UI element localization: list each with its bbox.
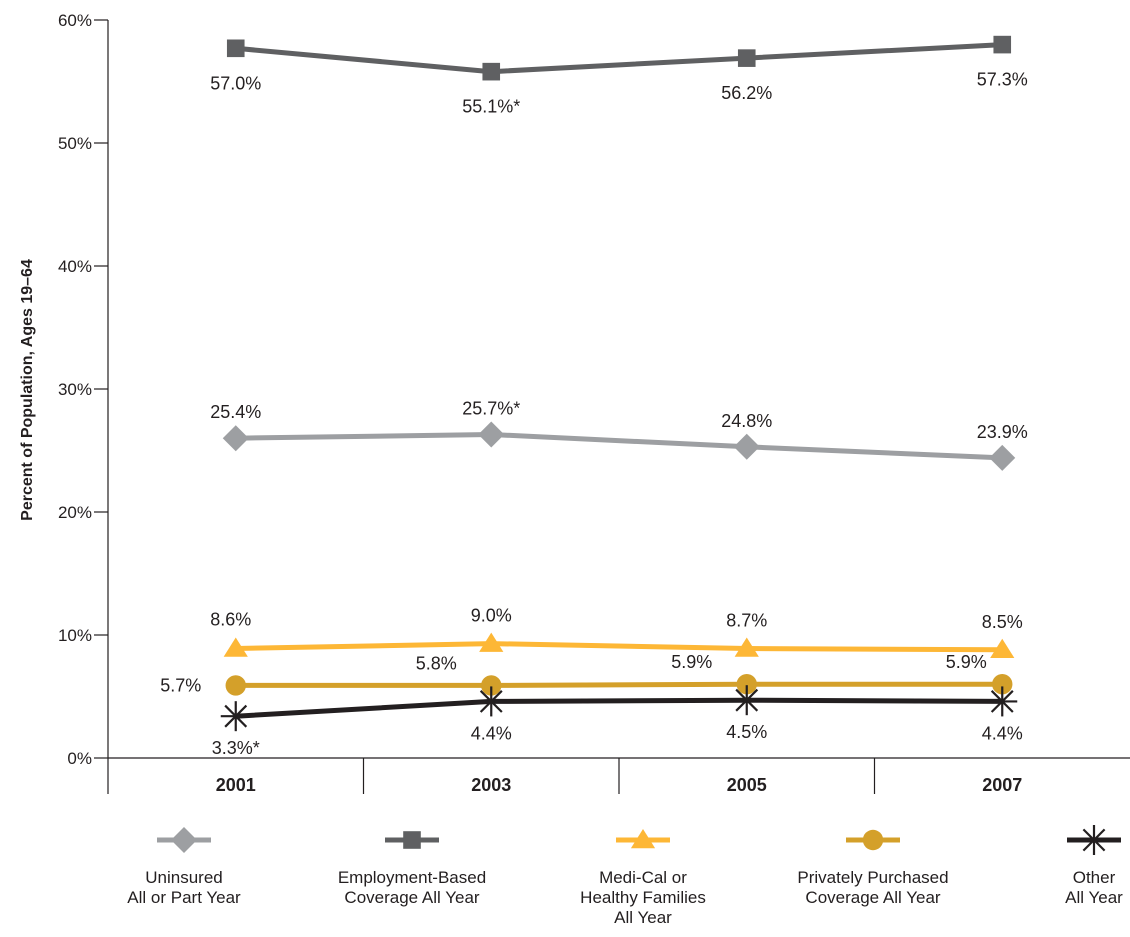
data-label: 4.4% <box>471 723 512 743</box>
series-markers <box>220 35 1018 732</box>
data-label: 24.8% <box>721 411 772 431</box>
y-tick-label: 10% <box>58 626 92 645</box>
legend-item: Employment-Based Coverage All Year <box>302 822 522 908</box>
x-tick-label: 2001 <box>216 775 256 795</box>
data-label: 57.0% <box>210 73 261 93</box>
data-point-marker <box>731 685 762 716</box>
data-point-marker <box>989 444 1016 471</box>
x-tick-label: 2007 <box>982 775 1022 795</box>
data-point-marker <box>482 62 501 81</box>
legend-marker-icon <box>171 827 197 853</box>
y-tick-label: 40% <box>58 257 92 276</box>
legend-item: Uninsured All or Part Year <box>74 822 294 908</box>
data-label: 4.5% <box>726 722 767 742</box>
data-point-marker <box>734 637 759 657</box>
legend-label: Medi-Cal or Healthy Families All Year <box>580 868 706 927</box>
data-label: 57.3% <box>977 70 1028 90</box>
legend-item: Medi-Cal or Healthy Families All Year <box>533 822 753 928</box>
y-tick-label: 0% <box>67 749 92 768</box>
data-point-marker <box>220 701 251 732</box>
series-line-0 <box>235 432 1003 461</box>
data-point-marker <box>987 686 1018 717</box>
legend-label: Employment-Based Coverage All Year <box>337 868 487 907</box>
axes: 0% 10% 20% 30% 40% 50% 60% 2001 2003 2005 2007 <box>58 11 1130 795</box>
data-label: 8.7% <box>726 611 767 631</box>
data-point-marker <box>992 674 1013 695</box>
data-label: 3.3%* <box>212 738 260 758</box>
legend-swatch <box>1067 825 1121 855</box>
data-point-marker <box>990 638 1015 659</box>
y-axis-label: Percent of Population, Ages 19–64 <box>19 259 36 521</box>
legend-swatch <box>846 829 900 851</box>
data-point-marker <box>222 425 249 452</box>
data-point-marker <box>479 632 504 652</box>
legend-swatch <box>616 829 670 849</box>
data-label: 4.4% <box>982 723 1023 743</box>
y-tick-label: 30% <box>58 380 92 399</box>
legend-item: Privately Purchased Coverage All Year <box>763 822 983 908</box>
data-label: 55.1%* <box>462 97 520 117</box>
data-label: 56.2% <box>721 83 772 103</box>
data-label: 9.0% <box>471 606 512 626</box>
data-point-marker <box>737 49 756 67</box>
legend-label: Privately Purchased Coverage All Year <box>797 868 949 907</box>
series-line-1 <box>235 42 1003 75</box>
data-label: 8.5% <box>982 612 1023 632</box>
data-label: 5.9% <box>946 652 987 672</box>
legend-swatch <box>385 831 439 849</box>
data-point-marker <box>226 39 245 58</box>
data-label: 23.9% <box>977 422 1028 442</box>
data-point-marker <box>476 686 507 717</box>
data-label: 25.4% <box>210 402 261 422</box>
data-labels: 25.4% 25.7%* 24.8% 23.9% 57.0% 55.1%* 56.2% 57.… <box>160 70 1028 759</box>
data-point-marker <box>993 35 1012 54</box>
data-label: 5.7% <box>160 675 201 695</box>
data-point-marker <box>478 421 505 448</box>
data-label: 5.9% <box>671 652 712 672</box>
data-label: 5.8% <box>416 653 457 673</box>
y-tick-label: 20% <box>58 503 92 522</box>
legend-marker-icon <box>403 831 421 849</box>
legend-marker-icon <box>630 829 656 849</box>
data-point-marker <box>733 433 760 460</box>
legend-label: Other All Year <box>1065 868 1123 907</box>
x-tick-label: 2003 <box>471 775 511 795</box>
y-tick-label: 60% <box>58 11 92 30</box>
series-line-3 <box>235 681 1003 688</box>
x-tick-label: 2005 <box>727 775 767 795</box>
legend-item: Other All Year <box>1058 822 1130 908</box>
legend-marker-icon <box>1079 825 1109 855</box>
data-point-marker <box>481 675 502 696</box>
legend-label: Uninsured All or Part Year <box>127 868 241 907</box>
series-line-4 <box>235 697 1003 719</box>
data-label: 8.6% <box>210 610 251 630</box>
line-chart: 0% 10% 20% 30% 40% 50% 60% 2001 2003 2005 2007 25.… <box>19 11 1130 795</box>
data-point-marker <box>223 637 248 657</box>
series-line-2 <box>235 641 1003 653</box>
data-point-marker <box>225 675 246 696</box>
series-lines <box>235 42 1003 719</box>
data-point-marker <box>736 674 757 695</box>
legend-swatch <box>157 827 211 853</box>
data-label: 25.7%* <box>462 399 520 419</box>
legend-marker-icon <box>862 829 884 851</box>
y-tick-label: 50% <box>58 134 92 153</box>
